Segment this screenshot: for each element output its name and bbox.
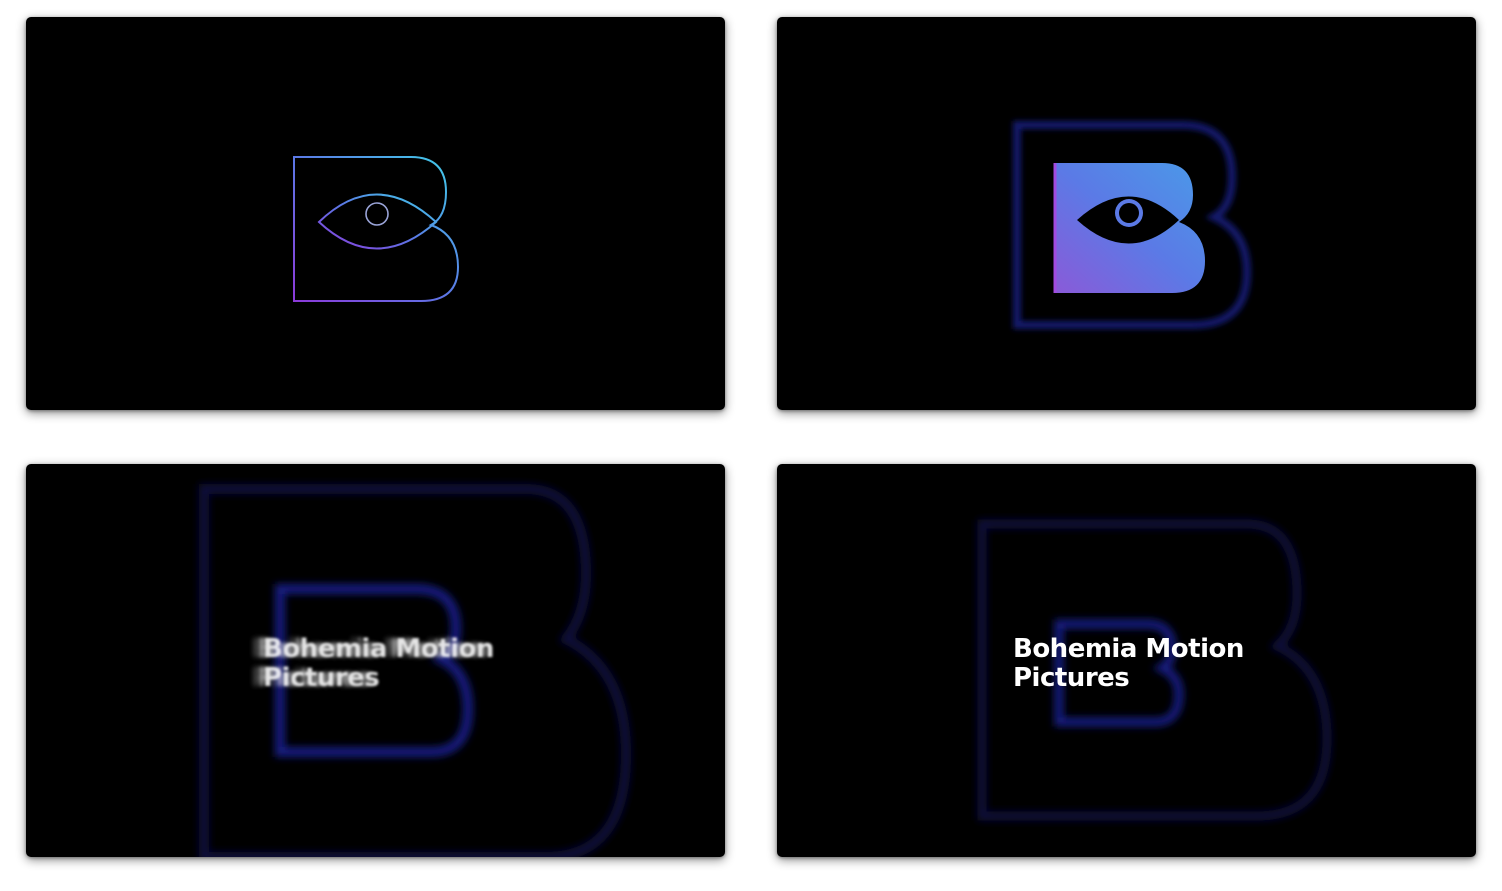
wordmark-line-1: Bohemia Motion xyxy=(1013,634,1244,664)
eye-icon xyxy=(317,193,438,250)
wordmark-line-1: Bohemia Motion xyxy=(263,634,494,664)
storyboard-frame-4: Bohemia Motion Pictures xyxy=(777,464,1476,857)
wordmark-blurred: Bohemia Motion Pictures xyxy=(263,635,494,693)
storyboard-frame-1 xyxy=(26,17,725,410)
storyboard-frame-3: Bohemia Motion Pictures xyxy=(26,464,725,857)
storyboard-frame-2 xyxy=(777,17,1476,410)
wordmark-line-2: Pictures xyxy=(263,663,380,693)
eye-icon xyxy=(1077,196,1179,244)
b-glow-background xyxy=(199,484,632,857)
b-logo-outline xyxy=(293,156,460,302)
wordmark-line-2: Pictures xyxy=(1013,663,1130,693)
b-glow-background xyxy=(977,519,1332,821)
b-logo-filled xyxy=(1013,121,1252,329)
wordmark-final: Bohemia Motion Pictures xyxy=(1013,635,1244,693)
glow-outline xyxy=(1013,121,1252,329)
